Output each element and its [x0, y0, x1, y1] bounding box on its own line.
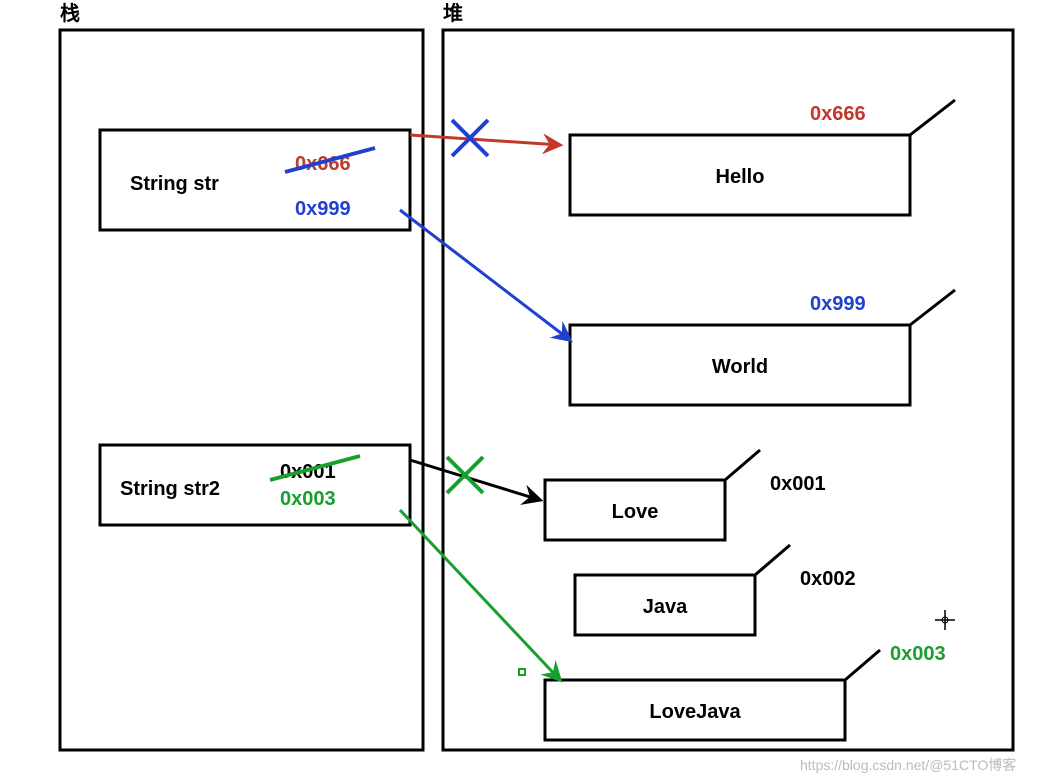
heap-addr-java: 0x002	[800, 568, 856, 590]
heap-flag-love	[725, 450, 760, 480]
watermark: https://blog.csdn.net/@51CTO博客	[800, 757, 1016, 773]
heap-addr-world: 0x999	[810, 293, 866, 315]
heap-addr-lovejava: 0x003	[890, 643, 946, 665]
addr-new-str: 0x999	[295, 198, 351, 220]
heap-label-lovejava: LoveJava	[649, 701, 741, 723]
heap-label-world: World	[712, 356, 768, 378]
heap-label-love: Love	[612, 501, 659, 523]
stack-region	[60, 30, 423, 750]
arrow-str-to-hello	[410, 135, 560, 145]
arrow-endpoint-marker	[519, 669, 525, 675]
heap-addr-love: 0x001	[770, 473, 826, 495]
heap-flag-world	[910, 290, 955, 325]
heap-label-java: Java	[643, 596, 688, 618]
stack-var-str: String str	[130, 173, 219, 195]
addr-new-str2: 0x003	[280, 488, 336, 510]
arrow-str-to-world	[400, 210, 570, 340]
heap-label-hello: Hello	[716, 166, 765, 188]
stack-var-str2: String str2	[120, 478, 220, 500]
heap-region	[443, 30, 1013, 750]
heap-addr-hello: 0x666	[810, 103, 866, 125]
heap-label: 堆	[443, 1, 463, 25]
heap-flag-lovejava	[845, 650, 880, 680]
heap-flag-java	[755, 545, 790, 575]
stack-label: 栈	[60, 2, 80, 25]
heap-flag-hello	[910, 100, 955, 135]
